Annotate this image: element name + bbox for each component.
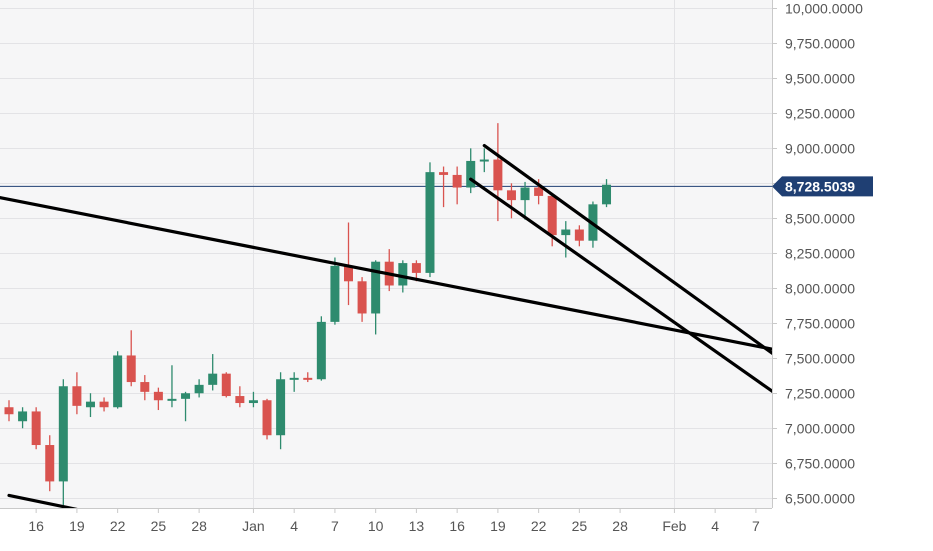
grid-lines xyxy=(0,0,772,508)
candle-down xyxy=(534,187,544,196)
y-tick-label: 8,500.0000 xyxy=(785,211,855,227)
y-tick-label: 6,750.0000 xyxy=(785,456,855,472)
x-tick-label: 13 xyxy=(409,518,425,534)
candle-down xyxy=(262,400,272,436)
y-tick-label: 8,250.0000 xyxy=(785,246,855,262)
long-descending-trendline xyxy=(0,196,772,351)
candles xyxy=(4,123,612,506)
candle-up xyxy=(561,229,571,236)
y-axis-ticks: 6,500.0000 6,750.0000 7,000.0000 7,250.0000… xyxy=(772,1,863,507)
y-tick-label: 9,250.0000 xyxy=(785,106,855,122)
candle-up xyxy=(58,386,68,482)
x-tick-label: 19 xyxy=(490,518,506,534)
candle-up xyxy=(520,187,530,201)
x-tick-label: 25 xyxy=(151,518,167,534)
trendline-group xyxy=(0,143,772,508)
candle-up xyxy=(194,384,204,394)
candle-up xyxy=(425,172,435,273)
y-tick-label: 9,750.0000 xyxy=(785,36,855,52)
x-tick-label: 16 xyxy=(28,518,44,534)
y-tick-label: 9,000.0000 xyxy=(785,141,855,157)
candle-down xyxy=(72,386,82,406)
channel-upper-line xyxy=(482,143,772,356)
candle-up xyxy=(113,355,123,408)
candle-up xyxy=(276,379,286,436)
x-tick-label: 4 xyxy=(290,518,298,534)
candle-up xyxy=(479,159,489,162)
x-tick-label: 4 xyxy=(711,518,719,534)
candle-up xyxy=(167,398,177,401)
current-price-marker: 8,728.5039 xyxy=(772,176,873,197)
candle-up xyxy=(85,401,95,408)
x-tick-label: 28 xyxy=(191,518,207,534)
y-tick-label: 7,750.0000 xyxy=(785,316,855,332)
y-tick-label: 7,000.0000 xyxy=(785,421,855,437)
x-tick-label: Feb xyxy=(662,518,686,534)
candle-down xyxy=(344,265,353,282)
x-tick-label: 28 xyxy=(612,518,628,534)
y-tick-label: 7,250.0000 xyxy=(785,386,855,402)
candle-up xyxy=(181,393,191,399)
candle-up xyxy=(18,411,28,422)
x-tick-label: 7 xyxy=(331,518,339,534)
candle-down xyxy=(4,407,14,415)
candle-up xyxy=(248,400,258,404)
x-tick-label: 22 xyxy=(110,518,126,534)
candle-down xyxy=(31,411,41,446)
candle-down xyxy=(99,401,109,408)
candle-down xyxy=(506,190,516,201)
x-tick-label: 10 xyxy=(368,518,384,534)
x-axis-ticks: 16 19 22 25 28 Jan 4 7 10 13 16 19 22 25 28 Feb 4 7 xyxy=(28,508,760,534)
x-tick-label: 16 xyxy=(449,518,465,534)
candle-down xyxy=(153,391,163,401)
channel-lower-line xyxy=(469,177,772,394)
candle-down xyxy=(439,172,449,175)
candle-up xyxy=(602,184,612,205)
x-tick-label: Jan xyxy=(242,518,265,534)
current-price-label: 8,728.5039 xyxy=(785,178,855,194)
candle-up xyxy=(289,377,299,380)
candle-up xyxy=(371,261,381,314)
x-tick-label: 19 xyxy=(69,518,85,534)
candle-up xyxy=(316,321,326,380)
candle-down xyxy=(452,174,462,188)
x-tick-label: 7 xyxy=(752,518,760,534)
candle-up xyxy=(466,160,476,188)
candle-down xyxy=(235,396,245,404)
candle-down xyxy=(126,355,136,383)
candle-down xyxy=(357,281,367,314)
candle-down xyxy=(303,377,313,380)
y-tick-label: 8,000.0000 xyxy=(785,281,855,297)
x-tick-label: 22 xyxy=(531,518,547,534)
candle-down xyxy=(493,159,503,191)
candle-up xyxy=(208,373,218,385)
candle-down xyxy=(221,373,231,397)
candle-up xyxy=(398,263,408,286)
candle-down xyxy=(574,229,584,241)
y-tick-label: 9,500.0000 xyxy=(785,71,855,87)
candle-up xyxy=(330,265,340,322)
lower-left-trendline xyxy=(7,493,78,508)
x-tick-label: 25 xyxy=(572,518,588,534)
candle-down xyxy=(140,382,150,392)
candle-down xyxy=(45,445,55,482)
candle-down xyxy=(411,263,421,273)
candle-down xyxy=(547,195,557,236)
y-tick-label: 10,000.0000 xyxy=(785,1,863,17)
y-tick-label: 6,500.0000 xyxy=(785,491,855,507)
current-price-tag xyxy=(772,176,873,197)
y-tick-label: 7,500.0000 xyxy=(785,351,855,367)
